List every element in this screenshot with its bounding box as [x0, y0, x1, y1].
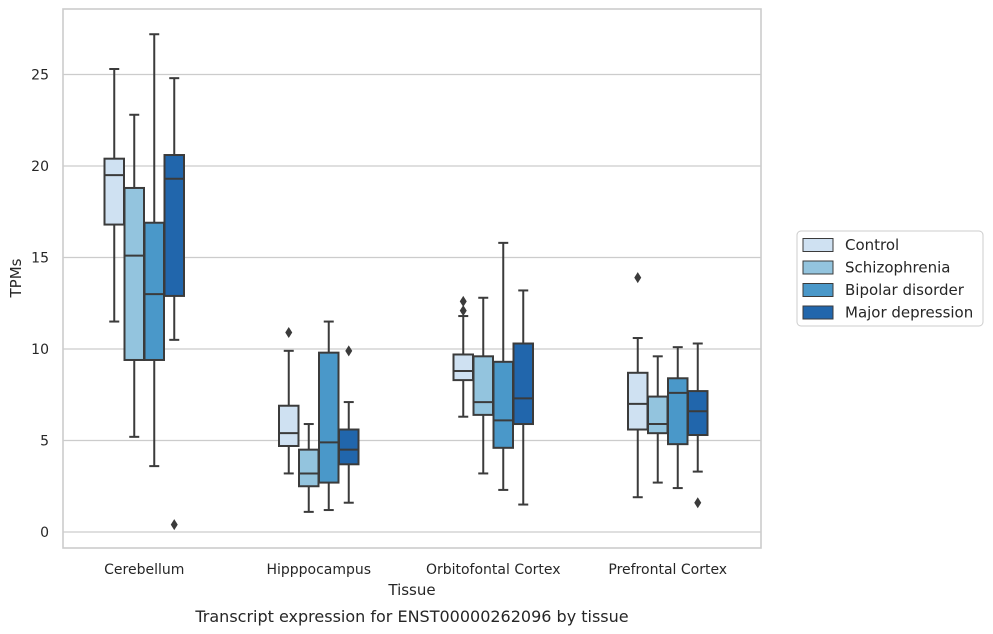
- y-tick-label: 10: [31, 342, 49, 358]
- x-tick-label: Prefrontal Cortex: [608, 562, 727, 578]
- legend-swatch: [802, 238, 834, 252]
- legend-label: Bipolar disorder: [845, 281, 965, 299]
- plot-frame: [62, 8, 762, 549]
- box-plots: [103, 33, 709, 531]
- legend-label: Major depression: [845, 304, 973, 322]
- y-tick-label: 20: [31, 159, 49, 175]
- box-major-depression: [512, 289, 534, 506]
- box-bipolar-disorder: [143, 33, 165, 468]
- legend-frame: [796, 230, 984, 327]
- legend-label: Schizophrenia: [845, 259, 950, 277]
- box-schizophrenia: [647, 355, 669, 484]
- x-tick-label: Hipppocampus: [266, 562, 371, 578]
- box-iqr: [278, 404, 300, 447]
- y-axis-label: TPMs: [7, 258, 25, 298]
- legend: Control Schizophrenia Bipolar disorder Majo…: [796, 230, 984, 327]
- y-axis-ticks: 0 5 10 15 20 25: [31, 68, 49, 542]
- box-major-depression: [687, 342, 709, 509]
- outlier-marker: [459, 305, 467, 317]
- box-control: [627, 272, 649, 499]
- box-control: [278, 327, 300, 475]
- box-iqr: [667, 377, 689, 446]
- box-major-depression: [338, 345, 360, 504]
- box-iqr: [492, 360, 514, 449]
- x-axis-label: Tissue: [387, 581, 435, 599]
- y-tick-label: 25: [31, 68, 49, 84]
- grid-lines: [63, 73, 761, 533]
- box-iqr: [627, 371, 649, 431]
- box-iqr: [452, 353, 474, 382]
- box-schizophrenia: [123, 113, 145, 438]
- box-bipolar-disorder: [492, 241, 514, 491]
- box-bipolar-disorder: [318, 320, 340, 512]
- outlier-marker: [459, 295, 467, 307]
- box-schizophrenia: [472, 296, 494, 475]
- box-control: [103, 68, 125, 323]
- box-iqr: [318, 351, 340, 484]
- x-axis-ticks: Cerebellum Hipppocampus Orbitofontal Corte…: [104, 562, 727, 578]
- box-bipolar-disorder: [667, 346, 689, 490]
- y-tick-label: 5: [40, 434, 49, 450]
- legend-swatch: [802, 260, 834, 275]
- outlier-marker: [634, 272, 642, 284]
- box-iqr: [123, 186, 145, 361]
- box-iqr: [647, 395, 669, 435]
- box-iqr: [687, 390, 709, 437]
- legend-label: Control: [845, 236, 899, 254]
- y-tick-label: 15: [31, 251, 49, 267]
- legend-swatch: [802, 283, 834, 297]
- box-control: [452, 295, 474, 418]
- box-iqr: [338, 428, 360, 466]
- box-iqr: [163, 154, 185, 297]
- legend-swatch: [802, 305, 834, 320]
- box-iqr: [472, 355, 494, 416]
- outlier-marker: [345, 345, 353, 357]
- box-iqr: [298, 448, 320, 488]
- box-schizophrenia: [298, 423, 320, 513]
- x-tick-label: Cerebellum: [104, 562, 184, 578]
- box-major-depression: [163, 77, 185, 531]
- y-tick-label: 0: [40, 525, 49, 541]
- outlier-marker: [285, 327, 293, 339]
- chart-caption: Transcript expression for ENST0000026209…: [194, 607, 628, 626]
- outlier-marker: [170, 519, 178, 531]
- box-iqr: [143, 221, 165, 361]
- box-iqr: [103, 157, 125, 226]
- box-iqr: [512, 342, 534, 426]
- outlier-marker: [694, 497, 702, 509]
- x-tick-label: Orbitofontal Cortex: [426, 562, 561, 578]
